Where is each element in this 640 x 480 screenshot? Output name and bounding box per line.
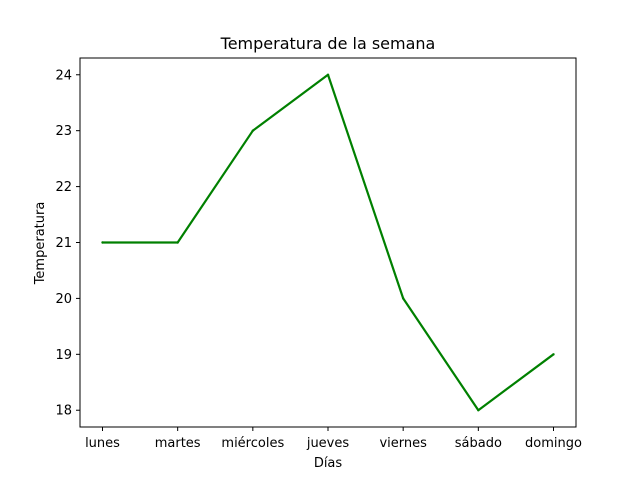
x-tick-label: sábado (455, 436, 502, 451)
data-point-sábado (477, 409, 480, 412)
data-point-lunes (101, 241, 104, 244)
chart-title: Temperatura de la semana (220, 34, 436, 53)
y-tick-label: 21 (55, 236, 72, 251)
data-point-domingo (552, 353, 555, 356)
data-point-viernes (401, 297, 405, 300)
x-tick-label: martes (155, 436, 201, 451)
y-tick-label: 24 (55, 68, 72, 83)
y-tick-label: 19 (55, 348, 72, 363)
x-tick-label: miércoles (221, 436, 284, 451)
x-axis-title: Días (314, 456, 343, 471)
y-axis-title: Temperatura (33, 202, 48, 286)
y-axis: 18 19 20 21 22 23 24 (55, 68, 80, 419)
data-points (101, 73, 555, 412)
x-tick-label: jueves (306, 436, 350, 451)
y-tick-label: 22 (55, 180, 72, 195)
series-line-temperatura (102, 73, 555, 412)
x-tick-label: domingo (525, 436, 582, 451)
x-tick-label: viernes (379, 436, 427, 451)
data-point-martes (176, 241, 179, 244)
data-point-miércoles (251, 129, 255, 132)
y-tick-label: 20 (55, 292, 72, 307)
x-tick-label: lunes (85, 436, 120, 451)
y-tick-label: 23 (55, 124, 72, 139)
x-axis: lunes martes miércoles jueves viernes sábado d… (85, 427, 582, 451)
y-tick-label: 18 (55, 404, 72, 419)
data-point-jueves (326, 73, 330, 76)
